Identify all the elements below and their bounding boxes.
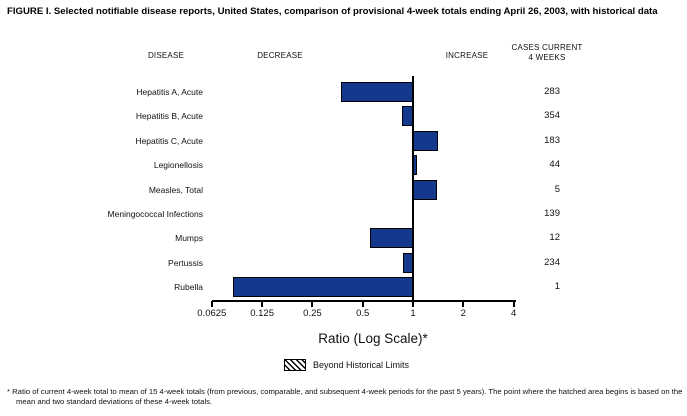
axis-tick	[512, 301, 515, 307]
axis-tick-label: 1	[410, 308, 416, 319]
axis-tick	[261, 301, 264, 307]
column-header-increase: INCREASE	[445, 51, 489, 60]
ratio-bar	[340, 82, 414, 102]
column-header-disease: DISEASE	[147, 51, 185, 60]
ratio-bar	[413, 130, 438, 151]
legend-hatch-swatch	[284, 359, 306, 371]
axis-tick-label: 0.125	[250, 308, 274, 319]
disease-label: Meningococcal Infections	[107, 209, 203, 219]
disease-label: Measles, Total	[148, 184, 203, 195]
disease-label: Legionellosis	[153, 160, 203, 171]
x-axis-line	[212, 300, 516, 302]
column-header-cases-line1: CASES CURRENT	[511, 43, 583, 52]
disease-label: Hepatitis A, Acute	[136, 87, 203, 97]
cases-value: 234	[544, 256, 560, 268]
axis-tick-label: 2	[460, 308, 466, 319]
axis-tick-label: 4	[510, 308, 517, 319]
cases-value: 354	[544, 110, 560, 122]
axis-tick	[462, 301, 465, 307]
column-header-cases: CASES CURRENT 4 WEEKS	[501, 43, 593, 63]
legend-label: Beyond Historical Limits	[313, 360, 410, 370]
figure-title: FIGURE I. Selected notifiable disease re…	[7, 6, 658, 17]
axis-tick	[311, 301, 314, 307]
disease-label: Rubella	[174, 282, 203, 293]
x-axis-title: Ratio (Log Scale)*	[318, 331, 428, 346]
column-header-decrease: DECREASE	[257, 51, 303, 60]
baseline-ratio-1-line	[412, 76, 414, 302]
cases-value: 12	[549, 232, 560, 244]
disease-label: Hepatitis C, Acute	[135, 135, 203, 146]
cases-value: 283	[544, 86, 560, 97]
footnote: * Ratio of current 4-week total to mean …	[7, 387, 683, 407]
column-header-cases-line2: 4 WEEKS	[528, 53, 566, 62]
disease-label: Hepatitis B, Acute	[135, 111, 203, 122]
disease-label: Mumps	[175, 233, 203, 244]
ratio-bar	[413, 179, 438, 200]
cases-value: 5	[554, 183, 560, 195]
axis-tick	[361, 301, 364, 307]
cases-value: 1	[554, 281, 560, 293]
cases-value: 183	[544, 134, 560, 146]
disease-label: Pertussis	[168, 257, 203, 268]
axis-tick	[210, 301, 213, 307]
ratio-bar	[369, 228, 414, 249]
axis-tick-label: 0.0625	[197, 308, 227, 319]
axis-tick-label: 0.25	[303, 308, 322, 319]
axis-tick	[412, 301, 414, 307]
cases-value: 44	[549, 159, 560, 171]
axis-tick-label: 0.5	[356, 308, 370, 319]
cases-value: 139	[544, 208, 560, 219]
ratio-bar	[233, 277, 414, 298]
